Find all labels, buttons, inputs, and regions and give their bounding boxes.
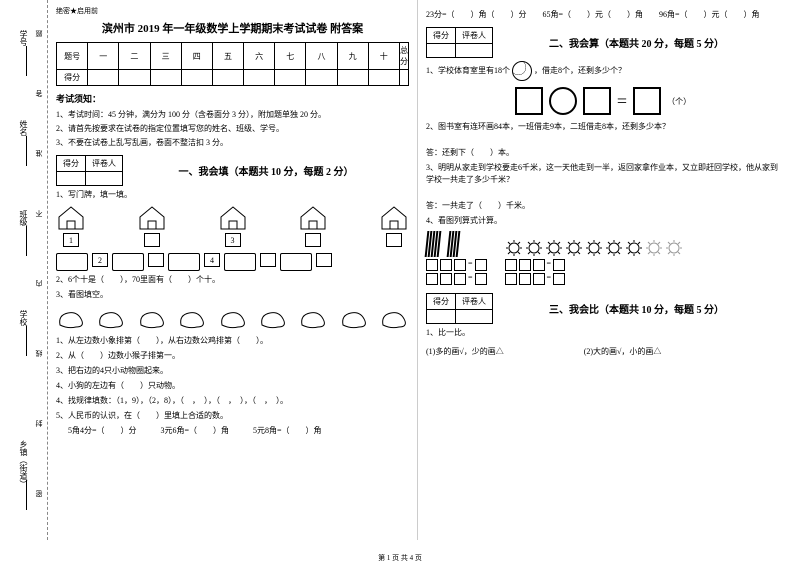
secret-tag: 绝密★启用前	[56, 6, 409, 16]
margin-label-name: 姓名	[18, 120, 29, 136]
sub-question: (1)多的画√，少的画△	[426, 346, 504, 358]
house-icon	[218, 205, 248, 231]
animal-icon	[379, 305, 409, 331]
sun-icon	[505, 239, 523, 257]
animals-row	[56, 305, 409, 331]
section-title: 一、我会填（本题共 10 分，每题 2 分）	[123, 163, 409, 178]
seal-char: 线	[34, 350, 44, 357]
houses-row: 1 3	[56, 205, 409, 249]
question-text: 3、明明从家走到学校要走6千米，这一天他走到一半，返回家拿作业本，又立即赶回学校…	[426, 162, 780, 186]
margin-label-school: 学校	[18, 310, 29, 326]
section-header: 得分评卷人 三、我会比（本题共 10 分，每题 5 分）	[426, 293, 780, 324]
question-text: 1、写门牌，填一填。	[56, 189, 409, 201]
tally-figure: = = = =	[426, 231, 780, 287]
bus-icon	[56, 253, 88, 271]
animal-icon	[258, 305, 288, 331]
question-text: 2、图书室有连环画84本，一班借走9本，二班借走8本，还剩多少本？	[426, 121, 780, 133]
answer-line: 答：一共走了（ ）千米。	[426, 200, 780, 212]
margin-label-id: 学号	[18, 30, 29, 46]
compare-row: (1)多的画√，少的画△ (2)大的画√，小的画△	[426, 343, 780, 361]
seal-char: 准	[34, 150, 44, 157]
notice-item: 3、不要在试卷上乱写乱画，卷面不整洁扣 3 分。	[56, 137, 409, 148]
bus-icon	[112, 253, 144, 271]
blank-circle	[549, 87, 577, 115]
seal-char: 密	[34, 490, 44, 497]
question-text: 2、6个十是（ ），70里面有（ ）个十。	[56, 274, 409, 286]
animal-icon	[96, 305, 126, 331]
house-icon	[56, 205, 86, 231]
bus-icon	[280, 253, 312, 271]
house-icon	[379, 205, 409, 231]
page-footer: 第 1 页 共 4 页	[0, 553, 800, 563]
blank-box	[583, 87, 611, 115]
sub-question: 1、从左边数小象排第（ ），从右边数公鸡排第（ ）。	[56, 335, 409, 347]
seal-char: 封	[34, 420, 44, 427]
seal-char: 答	[34, 90, 44, 97]
animal-icon	[339, 305, 369, 331]
margin-label-class: 班级	[18, 210, 29, 226]
buses-row: 2 4	[56, 253, 409, 271]
sub-question: 2、从（ ）边数小猴子排第一。	[56, 350, 409, 362]
question-text: 1、比一比。	[426, 327, 780, 339]
animal-icon	[298, 305, 328, 331]
notice-heading: 考试须知：	[56, 92, 409, 105]
section-title: 三、我会比（本题共 10 分，每题 5 分）	[493, 301, 780, 316]
bus-icon	[168, 253, 200, 271]
suns-row	[505, 239, 683, 257]
section-title: 二、我会算（本题共 20 分，每题 5 分）	[493, 35, 780, 50]
question-text: 1、学校体育室里有18个 ，借走8个，还剩多少个？	[426, 61, 780, 81]
question-text: 4、看图列算式计算。	[426, 215, 780, 227]
ball-icon	[512, 61, 532, 81]
house-icon	[298, 205, 328, 231]
section-header: 得分评卷人 二、我会算（本题共 20 分，每题 5 分）	[426, 27, 780, 58]
seal-char: 题	[34, 30, 44, 37]
animal-icon	[56, 305, 86, 331]
sub-question: 4、小狗的左边有（ ）只动物。	[56, 380, 409, 392]
score-table: 题号 一 二 三 四 五 六 七 八 九 十 总分 得分	[56, 42, 409, 86]
sub-question: 3、把右边的4只小动物圈起来。	[56, 365, 409, 377]
table-row: 得分	[57, 70, 409, 86]
right-column: 23分=（ ）角（ ）分 65角=（ ）元（ ）角 96角=（ ）元（ ）角 得…	[418, 0, 788, 540]
exam-title: 滨州市 2019 年一年级数学上学期期末考试试卷 附答案	[56, 20, 409, 36]
binding-margin: 学号 姓名 班级 学校 乡镇（街道） 题 答 准 不 内 线 封 密	[0, 0, 48, 540]
question-text: 23分=（ ）角（ ）分 65角=（ ）元（ ）角 96角=（ ）元（ ）角	[426, 9, 780, 21]
question-text: 4、找规律填数：（1，9），（2，8），（ ， ），（ ， ），（ ， ）。	[56, 395, 409, 407]
page-root: 学号 姓名 班级 学校 乡镇（街道） 题 答 准 不 内 线 封 密 绝密★启用…	[0, 0, 800, 540]
answer-line: 答：还剩下（ ）本。	[426, 147, 780, 159]
bus-icon	[224, 253, 256, 271]
section-header: 得分评卷人 一、我会填（本题共 10 分，每题 2 分）	[56, 155, 409, 186]
animal-icon	[177, 305, 207, 331]
notice-item: 2、请首先按要求在试卷的指定位置填写您的姓名、班级、学号。	[56, 123, 409, 134]
seal-char: 内	[34, 280, 44, 287]
sub-question: 5角4分=（ ）分 3元6角=（ ）角 5元8角=（ ）角	[56, 425, 409, 437]
table-row: 题号 一 二 三 四 五 六 七 八 九 十 总分	[57, 43, 409, 70]
question-text: 5、人民币的认识，在（ ）里填上合适的数。	[56, 410, 409, 422]
equation-boxes: = （个）	[426, 87, 780, 115]
left-column: 绝密★启用前 滨州市 2019 年一年级数学上学期期末考试试卷 附答案 题号 一…	[48, 0, 418, 540]
animal-icon	[218, 305, 248, 331]
question-text: 3、看图填空。	[56, 289, 409, 301]
seal-char: 不	[34, 210, 44, 217]
animal-icon	[137, 305, 167, 331]
notice-item: 1、考试时间：45 分钟，满分为 100 分（含卷面分 3 分），附加题单独 2…	[56, 109, 409, 120]
blank-box	[633, 87, 661, 115]
blank-box	[515, 87, 543, 115]
house-icon	[137, 205, 167, 231]
sub-question: (2)大的画√，小的画△	[584, 346, 662, 358]
